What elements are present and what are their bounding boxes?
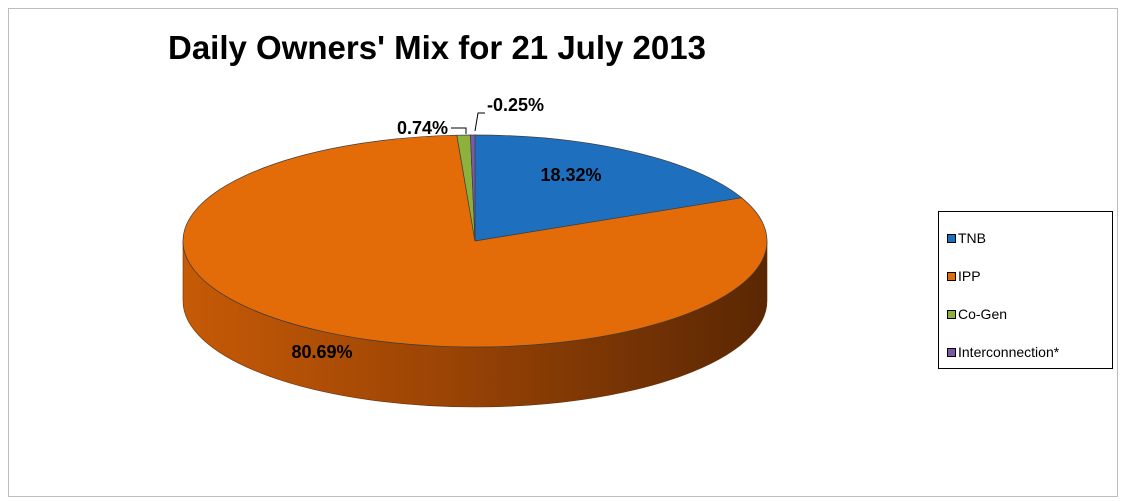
legend-swatch-interconnection [947, 347, 956, 357]
legend-item-co-gen: Co-Gen [947, 304, 1007, 324]
legend-item-ipp: IPP [947, 266, 981, 286]
legend-label-interconnection: Interconnection* [958, 344, 1060, 360]
data-label-ipp: 80.69% [291, 342, 352, 362]
legend-swatch-co-gen [947, 309, 956, 319]
legend-label-ipp: IPP [958, 268, 981, 284]
pie-slice-tnb [474, 134, 743, 242]
legend-label-tnb: TNB [958, 230, 986, 246]
pie-slice-ipp [182, 134, 768, 348]
legend-item-interconnection: Interconnection* [947, 342, 1059, 362]
leader-line-interconnection [474, 112, 485, 132]
legend: TNB IPP Co-Gen Interconnection* [938, 211, 1113, 369]
legend-swatch-ipp [947, 271, 956, 281]
legend-item-tnb: TNB [947, 228, 986, 248]
legend-swatch-tnb [947, 233, 956, 243]
data-label-co-gen: 0.74% [397, 118, 448, 138]
chart-title: Daily Owners' Mix for 21 July 2013 [168, 29, 706, 66]
data-label-tnb: 18.32% [540, 165, 601, 185]
legend-label-co-gen: Co-Gen [958, 306, 1008, 322]
data-label-interconnection: -0.25% [487, 95, 544, 115]
pie-slice-interconnection [470, 134, 476, 242]
leader-line-co-gen [451, 127, 467, 134]
